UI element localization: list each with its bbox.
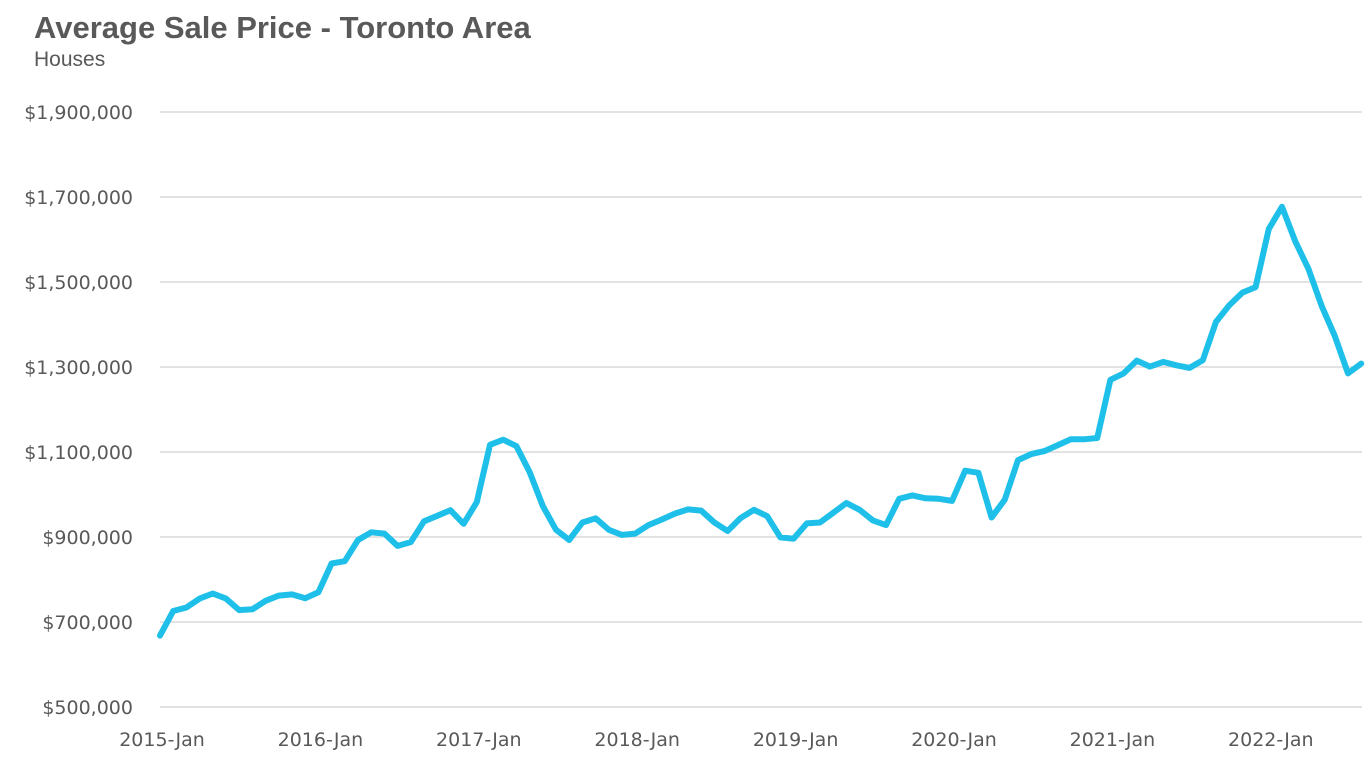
- series-layer: [157, 203, 1365, 639]
- y-tick-label: $1,500,000: [24, 272, 133, 294]
- x-tick-label: 2016-Jan: [278, 729, 364, 751]
- x-axis-tick-labels: 2015-Jan 2016-Jan 2017-Jan 2018-Jan 2019-Jan…: [119, 729, 1313, 751]
- chart-title: Average Sale Price - Toronto Area: [34, 10, 531, 45]
- x-tick-label: 2019-Jan: [753, 729, 839, 751]
- y-tick-label: $500,000: [42, 697, 133, 719]
- y-tick-label: $1,700,000: [24, 187, 133, 209]
- gridlines: [160, 111, 1362, 708]
- series-line: [157, 203, 1365, 639]
- y-tick-label: $1,900,000: [24, 102, 133, 124]
- x-tick-label: 2015-Jan: [119, 729, 205, 751]
- x-tick-label: 2021-Jan: [1070, 729, 1156, 751]
- y-tick-label: $1,100,000: [24, 442, 133, 464]
- x-tick-label: 2020-Jan: [911, 729, 997, 751]
- y-axis-tick-labels: $500,000 $700,000 $900,000 $1,100,000 $1,300…: [24, 102, 133, 719]
- x-tick-label: 2018-Jan: [594, 729, 680, 751]
- y-tick-label: $700,000: [42, 612, 133, 634]
- chart-subtitle: Houses: [34, 48, 106, 71]
- x-tick-label: 2022-Jan: [1228, 729, 1314, 751]
- y-tick-label: $1,300,000: [24, 357, 133, 379]
- y-tick-label: $900,000: [42, 527, 133, 549]
- x-tick-label: 2017-Jan: [436, 729, 522, 751]
